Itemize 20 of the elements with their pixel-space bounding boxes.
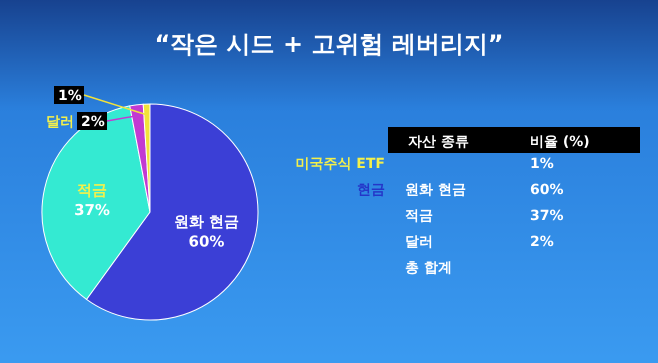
text: 미국주식 ETF bbox=[295, 156, 385, 172]
text: 60% bbox=[530, 182, 564, 198]
text: “작은 시드 + 고위험 레버리지” bbox=[154, 30, 504, 58]
data-label: 60% bbox=[188, 232, 224, 250]
text: 37% bbox=[530, 208, 564, 224]
text: 2% bbox=[530, 234, 554, 250]
text: 적금 bbox=[405, 208, 433, 224]
text: 총 합계 bbox=[405, 260, 452, 276]
data-label: 2% bbox=[81, 114, 105, 130]
text: 비율 (%) bbox=[530, 134, 590, 150]
text: 1% bbox=[530, 156, 554, 172]
text: 현금 bbox=[357, 182, 385, 198]
text: 자산 종류 bbox=[408, 134, 469, 150]
slice-label: 원화 현금 bbox=[174, 212, 240, 230]
data-label: 37% bbox=[74, 201, 110, 220]
text: 원화 현금 bbox=[405, 182, 466, 198]
slice-label: 적금 bbox=[77, 181, 108, 200]
slice-label: 달러 bbox=[46, 114, 74, 130]
text: 달러 bbox=[405, 234, 433, 250]
data-label: 1% bbox=[58, 88, 82, 104]
